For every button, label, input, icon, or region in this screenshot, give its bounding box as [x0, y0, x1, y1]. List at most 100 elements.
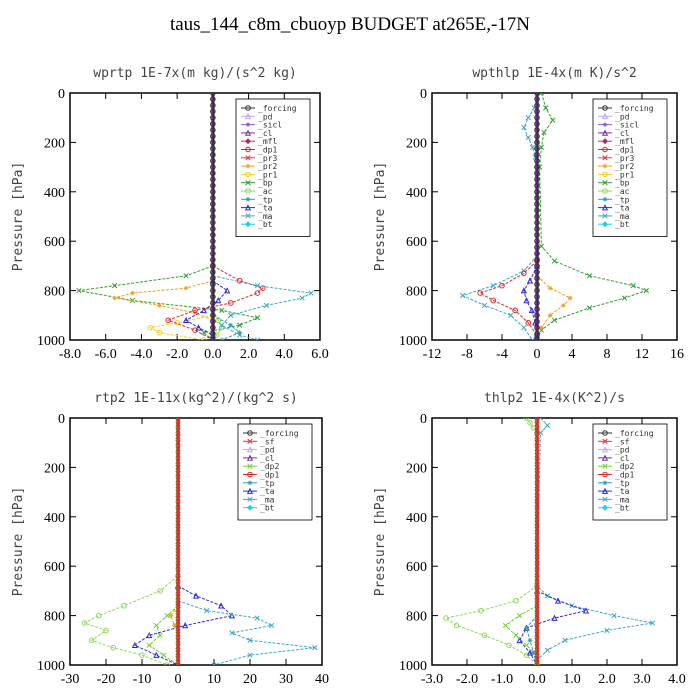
data-point [621, 295, 628, 301]
legend-label: _dp2 [260, 462, 279, 471]
data-point [512, 307, 518, 314]
data-point [551, 317, 558, 323]
legend-swatch-marker [246, 454, 254, 461]
zero-profile-point [534, 287, 540, 294]
data-point [538, 93, 545, 96]
legend-label: _bt [615, 220, 630, 229]
zero-profile-point [534, 619, 540, 625]
legend-item: _dp1 [598, 471, 634, 480]
data-point [219, 322, 225, 328]
zero-profile-point [210, 238, 216, 244]
data-layer [443, 418, 656, 665]
legend-item: _pd [241, 112, 273, 121]
x-tick-label: -10 [133, 672, 152, 687]
legend-item: _forcing [598, 429, 654, 438]
zero-profile-point [175, 418, 181, 421]
zero-profile-point [175, 489, 181, 495]
legend-item: _dp1 [243, 471, 279, 480]
legend-swatch-marker [601, 487, 609, 494]
zero-profile-point [175, 649, 181, 656]
legend-label: _pr2 [258, 162, 277, 171]
zero-profile-point [534, 293, 540, 300]
legend-swatch-marker [602, 197, 608, 202]
chart-panel-2: wpthlp 1E-4x(m K)/s^2 Pressure [hPa] -12 -8… [373, 66, 684, 362]
data-point [219, 307, 225, 314]
zero-profile-point [534, 331, 540, 337]
legend-item: _ma [598, 495, 630, 504]
legend-label: _pd [258, 112, 273, 121]
zero-profile-point [534, 606, 540, 613]
y-tick-label: 1000 [399, 659, 427, 674]
data-point [539, 325, 544, 330]
zero-profile-point [534, 458, 540, 464]
data-point [81, 620, 88, 626]
y-tick-label: 200 [44, 136, 65, 151]
series-line [148, 314, 213, 340]
legend-label: _forcing [615, 429, 654, 438]
zero-profile-point [210, 312, 216, 319]
data-point [630, 283, 636, 289]
zero-profile-point [175, 446, 181, 452]
zero-profile-point [534, 631, 540, 637]
data-point [228, 312, 234, 318]
data-point [521, 124, 527, 131]
zero-profile-point [210, 158, 216, 164]
data-point [183, 273, 189, 279]
data-point [168, 613, 174, 618]
legend: _forcing_sf_pd_cl_dp2_dp1_tp_ta_ma_bt [592, 423, 668, 521]
legend-swatch-marker [601, 112, 609, 120]
zero-profile-point [210, 337, 216, 340]
data-point [524, 625, 529, 631]
zero-profile-point [534, 269, 540, 275]
legend-swatch-marker [247, 430, 253, 436]
zero-profile-point [534, 108, 540, 115]
zero-profile-point [210, 121, 216, 127]
legend-item: _ma [243, 495, 275, 504]
data-point [195, 324, 202, 331]
x-tick-label: -2.0 [456, 672, 478, 687]
data-point [481, 302, 488, 309]
data-point [521, 324, 527, 331]
legend-label: _pr1 [258, 170, 277, 179]
chart-title: thlp2 1E-4x(K^2)/s [484, 391, 625, 406]
data-point [567, 295, 573, 301]
legend-label: _cl [258, 129, 273, 138]
data-point [96, 612, 102, 619]
legend-label: _cl [260, 454, 275, 463]
zero-profile-point [534, 256, 540, 263]
zero-profile-point [534, 538, 540, 545]
data-point [156, 329, 163, 336]
x-tick-label: 0.0 [204, 347, 222, 362]
zero-profile-point [534, 514, 540, 520]
data-point [157, 632, 163, 639]
zero-profile-point [534, 421, 540, 427]
x-tick-label: -12 [423, 347, 442, 362]
zero-profile-point [210, 306, 216, 312]
x-tick-label: 4 [569, 347, 576, 362]
zero-profile-point [534, 114, 540, 121]
legend-item: _tp [243, 479, 275, 488]
data-point [560, 303, 566, 308]
series-line [114, 280, 214, 321]
legend-swatch-marker [602, 171, 608, 178]
series-pr2 [534, 273, 573, 330]
data-point [529, 144, 536, 150]
legend-label: _bp [615, 179, 630, 188]
zero-profile-point [534, 318, 540, 325]
legend-swatch-marker [602, 480, 608, 486]
zero-profile-point [534, 520, 540, 526]
y-tick-label: 200 [406, 461, 427, 476]
x-tick-label: 40 [315, 672, 329, 687]
legend-swatch-marker [245, 171, 251, 178]
plot-frame [431, 417, 678, 666]
legend-label: _cl [615, 454, 630, 463]
zero-profile-point [175, 526, 181, 532]
chart-title: wpthlp 1E-4x(m K)/s^2 [472, 66, 636, 81]
series-pr2 [112, 278, 216, 323]
zero-profile-point [175, 594, 181, 600]
series-line [185, 280, 228, 336]
data-point [153, 651, 160, 658]
legend-label: _forcing [615, 104, 654, 113]
zero-profile-point [175, 551, 181, 557]
zero-profile-point [175, 514, 181, 520]
